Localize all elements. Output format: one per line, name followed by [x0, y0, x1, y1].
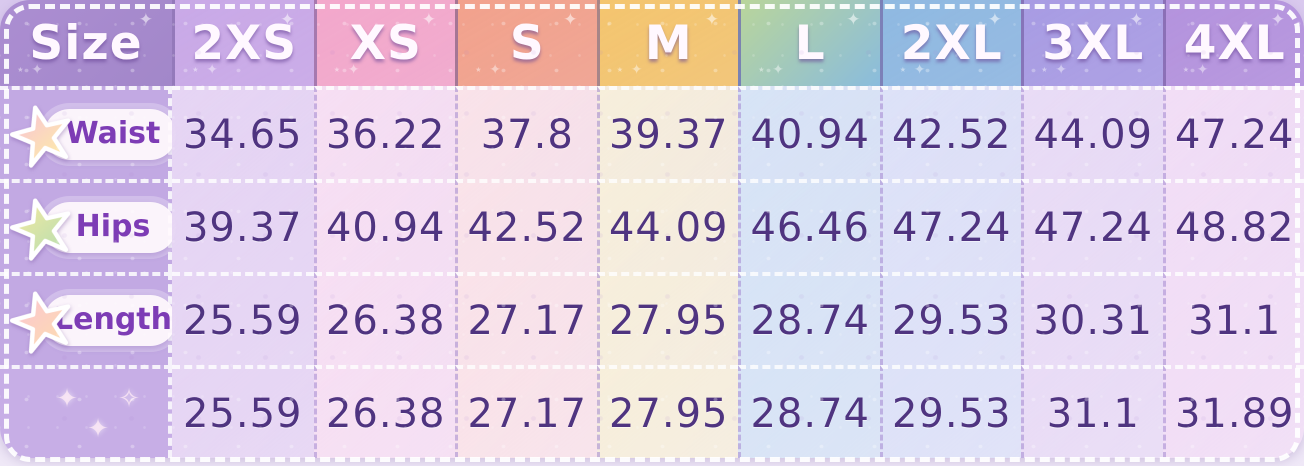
size-value: 25.59 — [182, 390, 303, 437]
header-label: 4XL — [1183, 15, 1286, 71]
size-value: 28.74 — [750, 390, 870, 437]
value-cell-row4-xs: 26.38 — [313, 365, 455, 458]
size-value: 37.8 — [480, 111, 574, 158]
row-label-bubble: Hips — [9, 197, 176, 261]
value-cell-length-m: 27.95 — [596, 272, 738, 365]
value-cell-row4-2xs: 25.59 — [172, 365, 314, 458]
size-value: 25.59 — [182, 297, 303, 344]
row-label-bubble: Length — [9, 290, 176, 354]
value-cell-hips-m: 44.09 — [596, 179, 738, 272]
value-cell-hips-3xl: 47.24 — [1021, 179, 1163, 272]
value-cell-waist-m: 39.37 — [596, 86, 738, 179]
size-value: 48.82 — [1174, 204, 1295, 251]
value-cell-waist-3xl: 44.09 — [1021, 86, 1163, 179]
size-value: 29.53 — [891, 297, 1012, 344]
value-cell-length-l: 28.74 — [738, 272, 880, 365]
sparkle-icon: ✦ ✧ ✦ — [56, 383, 156, 444]
value-cell-length-s: 27.17 — [455, 272, 597, 365]
star-icon — [9, 197, 71, 261]
value-cell-row4-4xl: 31.89 — [1162, 365, 1304, 458]
row-label-text: Length — [54, 302, 172, 337]
size-value: 40.94 — [750, 111, 870, 158]
size-value: 47.24 — [1174, 111, 1295, 158]
header-cell-size: Size — [0, 0, 172, 86]
value-cell-hips-s: 42.52 — [455, 179, 597, 272]
size-value: 44.09 — [1033, 111, 1153, 158]
value-cell-row4-m: 27.95 — [596, 365, 738, 458]
value-cell-hips-2xs: 39.37 — [172, 179, 314, 272]
size-value: 34.65 — [182, 111, 303, 158]
size-value: 29.53 — [891, 390, 1012, 437]
header-cell-xs: XS — [313, 0, 455, 86]
size-value: 27.95 — [608, 297, 729, 344]
row-label-empty: ✦ ✧ ✦ — [0, 365, 172, 458]
star-icon — [9, 290, 71, 354]
value-cell-length-4xl: 31.1 — [1162, 272, 1304, 365]
value-cell-hips-2xl: 47.24 — [879, 179, 1021, 272]
header-cell-s: S — [455, 0, 597, 86]
header-label: 2XL — [900, 15, 1003, 71]
row-label-length: Length — [0, 272, 176, 365]
size-value: 26.38 — [325, 390, 446, 437]
size-value: 42.52 — [891, 111, 1012, 158]
size-value: 47.24 — [891, 204, 1012, 251]
row-label-waist: Waist — [0, 86, 176, 179]
header-cell-4xl: 4XL — [1162, 0, 1304, 86]
value-cell-length-2xs: 25.59 — [172, 272, 314, 365]
size-value: 27.17 — [467, 297, 587, 344]
size-title: Size — [29, 15, 143, 71]
size-value: 27.95 — [608, 390, 729, 437]
value-cell-row4-2xl: 29.53 — [879, 365, 1021, 458]
header-label: M — [644, 15, 693, 71]
header-label: 2XS — [191, 15, 298, 71]
size-value: 42.52 — [467, 204, 587, 251]
value-cell-waist-xs: 36.22 — [313, 86, 455, 179]
row-label-bubble: Waist — [9, 104, 176, 168]
size-value: 31.1 — [1046, 390, 1140, 437]
header-cell-m: M — [596, 0, 738, 86]
size-value: 40.94 — [325, 204, 446, 251]
header-label: L — [794, 15, 826, 71]
size-value: 30.31 — [1033, 297, 1153, 344]
size-value: 26.38 — [325, 297, 446, 344]
value-cell-hips-4xl: 48.82 — [1162, 179, 1304, 272]
value-cell-length-2xl: 29.53 — [879, 272, 1021, 365]
value-cell-hips-xs: 40.94 — [313, 179, 455, 272]
header-cell-2xs: 2XS — [172, 0, 314, 86]
size-value: 44.09 — [608, 204, 729, 251]
size-value: 46.46 — [750, 204, 870, 251]
value-cell-waist-2xs: 34.65 — [172, 86, 314, 179]
size-value: 39.37 — [608, 111, 729, 158]
value-cell-waist-4xl: 47.24 — [1162, 86, 1304, 179]
size-value: 31.1 — [1188, 297, 1282, 344]
header-cell-3xl: 3XL — [1021, 0, 1163, 86]
value-cell-waist-l: 40.94 — [738, 86, 880, 179]
value-cell-waist-s: 37.8 — [455, 86, 597, 179]
size-value: 39.37 — [182, 204, 303, 251]
size-value: 31.89 — [1174, 390, 1295, 437]
size-value: 28.74 — [750, 297, 870, 344]
value-cell-hips-l: 46.46 — [738, 179, 880, 272]
header-cell-2xl: 2XL — [879, 0, 1021, 86]
size-value: 27.17 — [467, 390, 587, 437]
header-label: XS — [349, 15, 422, 71]
value-cell-length-xs: 26.38 — [313, 272, 455, 365]
value-cell-waist-2xl: 42.52 — [879, 86, 1021, 179]
size-value: 36.22 — [325, 111, 446, 158]
value-cell-row4-3xl: 31.1 — [1021, 365, 1163, 458]
row-label-text: Waist — [65, 116, 161, 151]
row-label-hips: Hips — [0, 179, 176, 272]
value-cell-row4-l: 28.74 — [738, 365, 880, 458]
header-label: 3XL — [1042, 15, 1145, 71]
value-cell-row4-s: 27.17 — [455, 365, 597, 458]
row-label-text: Hips — [75, 209, 151, 244]
value-cell-length-3xl: 30.31 — [1021, 272, 1163, 365]
size-value: 47.24 — [1033, 204, 1153, 251]
header-label: S — [509, 15, 545, 71]
header-cell-l: L — [738, 0, 880, 86]
star-icon — [9, 104, 71, 168]
